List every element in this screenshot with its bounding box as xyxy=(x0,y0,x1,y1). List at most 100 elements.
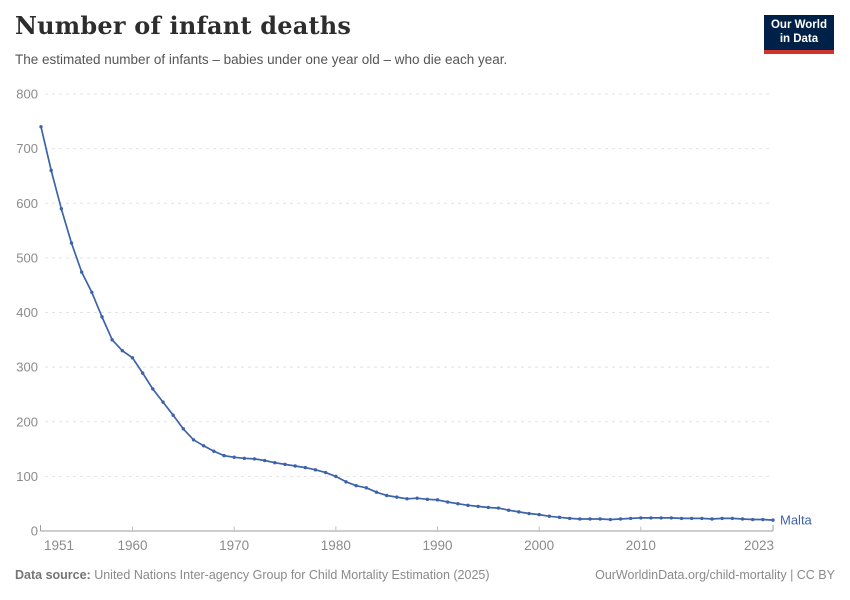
data-point-marker[interactable] xyxy=(588,517,592,521)
malta-line-series[interactable] xyxy=(40,125,774,521)
data-point-marker[interactable] xyxy=(49,168,53,173)
x-axis-tick-label: 1990 xyxy=(422,538,452,553)
data-point-marker[interactable] xyxy=(456,501,460,506)
data-point-marker[interactable] xyxy=(425,497,430,502)
page-title: Number of infant deaths xyxy=(15,11,352,40)
data-point-marker[interactable] xyxy=(313,468,318,472)
data-source-label: Data source: xyxy=(15,568,91,582)
data-point-marker[interactable] xyxy=(252,457,257,461)
data-point-marker[interactable] xyxy=(639,516,643,520)
data-point-marker[interactable] xyxy=(69,241,74,245)
data-point-marker[interactable] xyxy=(750,517,755,522)
data-point-marker[interactable] xyxy=(476,504,480,509)
data-point-marker[interactable] xyxy=(354,483,358,488)
x-axis-tick-label: 2010 xyxy=(626,538,656,553)
x-axis-tick-label: 2000 xyxy=(524,538,554,553)
owid-logo[interactable]: Our World in Data xyxy=(763,15,834,54)
data-point-marker[interactable] xyxy=(730,516,735,521)
data-point-marker[interactable] xyxy=(578,517,582,521)
data-point-marker[interactable] xyxy=(557,515,562,520)
data-point-marker[interactable] xyxy=(537,512,541,517)
data-point-marker[interactable] xyxy=(181,427,186,431)
data-point-marker[interactable] xyxy=(79,270,84,274)
data-point-marker[interactable] xyxy=(90,290,94,294)
data-point-marker[interactable] xyxy=(466,503,470,508)
data-point-marker[interactable] xyxy=(59,207,64,211)
y-axis-tick-label: 400 xyxy=(16,305,38,320)
data-point-marker[interactable] xyxy=(151,387,155,391)
data-point-marker[interactable] xyxy=(395,495,399,499)
data-point-marker[interactable] xyxy=(628,516,633,521)
data-point-marker[interactable] xyxy=(212,449,216,453)
data-point-marker[interactable] xyxy=(710,517,714,521)
data-point-marker[interactable] xyxy=(659,516,663,520)
y-axis-tick-label: 500 xyxy=(16,250,38,265)
data-point-marker[interactable] xyxy=(496,506,501,510)
data-point-marker[interactable] xyxy=(242,456,247,461)
data-point-marker[interactable] xyxy=(649,516,653,520)
data-point-marker[interactable] xyxy=(598,517,602,521)
data-point-marker[interactable] xyxy=(689,516,694,521)
data-point-marker[interactable] xyxy=(262,458,267,463)
chart-footer: Data source: United Nations Inter-agency… xyxy=(15,568,835,582)
data-point-marker[interactable] xyxy=(415,496,419,500)
data-point-marker[interactable] xyxy=(364,486,369,490)
data-point-marker[interactable] xyxy=(445,500,450,504)
data-point-marker[interactable] xyxy=(130,356,135,360)
data-point-marker[interactable] xyxy=(201,444,206,448)
chart-subtitle: The estimated number of infants – babies… xyxy=(15,52,508,67)
data-point-marker[interactable] xyxy=(618,517,623,521)
citation-link[interactable]: OurWorldinData.org/child-mortality | CC … xyxy=(595,568,835,582)
y-axis-tick-label: 600 xyxy=(16,196,38,211)
data-point-marker[interactable] xyxy=(273,461,277,465)
y-axis-tick-label: 800 xyxy=(16,87,38,102)
data-point-marker[interactable] xyxy=(405,497,409,501)
data-point-marker[interactable] xyxy=(222,453,226,458)
data-point-marker[interactable] xyxy=(720,516,724,521)
data-point-marker[interactable] xyxy=(100,315,104,319)
data-point-marker[interactable] xyxy=(161,400,165,404)
data-point-marker[interactable] xyxy=(334,474,338,479)
x-axis-tick-label: 1960 xyxy=(117,538,147,553)
data-point-marker[interactable] xyxy=(700,516,704,521)
y-axis-tick-label: 700 xyxy=(16,141,38,156)
data-point-marker[interactable] xyxy=(761,517,765,522)
x-axis-tick-label: 1970 xyxy=(219,538,249,553)
owid-logo-line2: in Data xyxy=(779,32,819,45)
data-point-marker[interactable] xyxy=(191,438,196,442)
data-point-marker[interactable] xyxy=(740,517,745,521)
data-point-marker[interactable] xyxy=(506,508,511,512)
data-point-marker[interactable] xyxy=(39,125,43,129)
y-axis-tick-label: 200 xyxy=(16,414,38,429)
data-source-text: United Nations Inter-agency Group for Ch… xyxy=(90,568,490,582)
data-point-marker[interactable] xyxy=(679,516,684,521)
data-point-marker[interactable] xyxy=(293,464,297,468)
data-point-marker[interactable] xyxy=(547,514,552,518)
data-point-marker[interactable] xyxy=(283,462,287,467)
data-point-marker[interactable] xyxy=(232,455,236,459)
data-point-marker[interactable] xyxy=(527,511,531,516)
entity-label-malta[interactable]: Malta xyxy=(780,513,813,528)
data-point-marker[interactable] xyxy=(303,465,308,470)
x-axis-tick-label: 1951 xyxy=(44,538,74,553)
data-point-marker[interactable] xyxy=(120,349,125,353)
data-point-marker[interactable] xyxy=(669,516,674,520)
data-point-marker[interactable] xyxy=(567,516,572,521)
data-point-marker[interactable] xyxy=(486,505,491,510)
data-point-marker[interactable] xyxy=(323,470,328,475)
x-axis-tick-label: 2023 xyxy=(744,538,774,553)
data-point-marker[interactable] xyxy=(608,517,613,522)
data-source: Data source: United Nations Inter-agency… xyxy=(15,568,490,582)
data-point-marker[interactable] xyxy=(171,413,175,417)
data-point-marker[interactable] xyxy=(344,480,348,484)
data-point-marker[interactable] xyxy=(435,498,440,502)
y-axis-tick-label: 0 xyxy=(31,524,38,539)
data-point-marker[interactable] xyxy=(517,510,521,514)
data-point-marker[interactable] xyxy=(384,493,389,498)
data-point-marker[interactable] xyxy=(140,371,145,375)
data-point-marker[interactable] xyxy=(110,338,114,342)
data-point-marker[interactable] xyxy=(771,518,775,522)
owid-logo-line1: Our World xyxy=(770,19,827,31)
data-point-marker[interactable] xyxy=(374,490,379,494)
